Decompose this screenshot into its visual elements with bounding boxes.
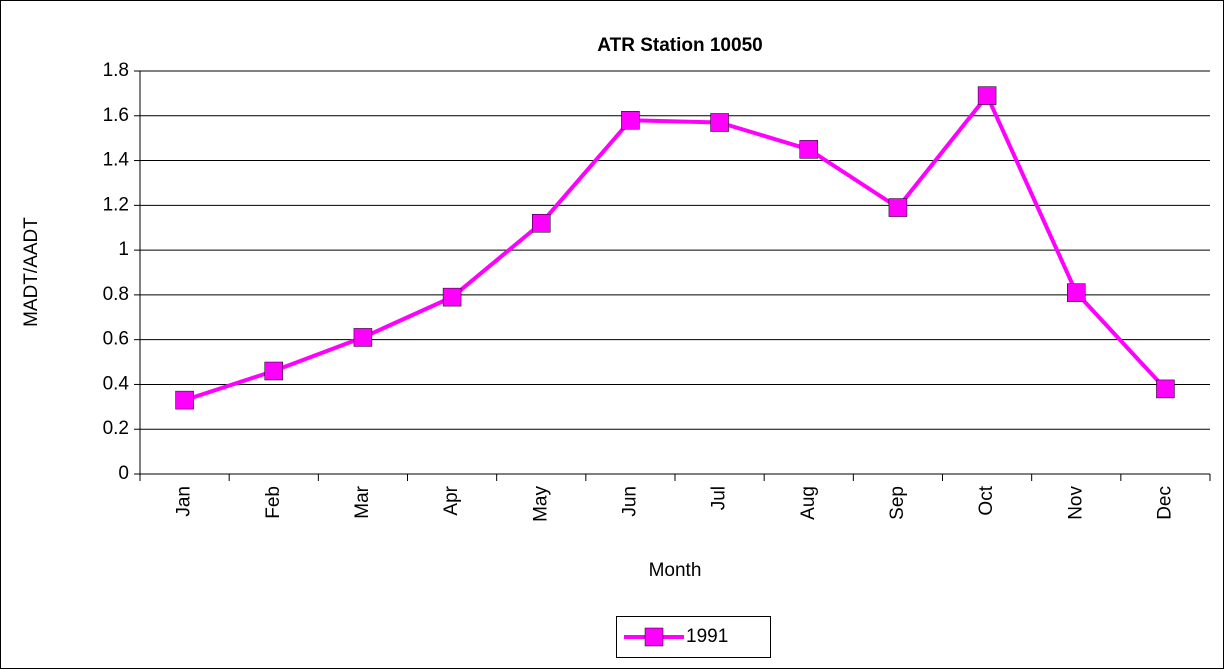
x-tick-label: Apr — [441, 485, 462, 515]
x-tick-label: Feb — [263, 486, 284, 519]
marker — [621, 111, 640, 130]
y-tick-label: 0 — [118, 463, 129, 484]
x-tick-label: Jul — [709, 486, 730, 510]
x-tick-label: May — [530, 486, 551, 522]
x-axis-label: Month — [649, 560, 702, 581]
y-tick-label: 0.2 — [103, 418, 129, 439]
y-axis-label: MADT/AADT — [21, 217, 42, 327]
marker — [1156, 379, 1175, 399]
marker — [264, 361, 283, 381]
marker — [442, 287, 462, 307]
y-tick-label: 1.6 — [103, 105, 129, 126]
legend-marker — [644, 627, 664, 647]
y-tick-label: 0.6 — [103, 329, 129, 350]
x-tick-label: Oct — [976, 485, 997, 515]
x-tick-label: Jan — [174, 486, 195, 517]
y-tick-label: 1.2 — [103, 194, 129, 215]
y-tick-label: 0.4 — [103, 373, 130, 394]
chart-title: ATR Station 10050 — [597, 35, 762, 56]
x-tick-label: Nov — [1065, 486, 1086, 520]
marker — [175, 390, 194, 410]
y-tick-label: 1.4 — [103, 150, 130, 171]
marker — [888, 198, 908, 217]
marker — [1067, 283, 1086, 302]
marker — [532, 213, 551, 233]
x-tick-label: Aug — [798, 486, 819, 520]
legend-label: 1991 — [686, 626, 728, 647]
x-tick-label: Dec — [1154, 486, 1175, 520]
y-tick-label: 1.8 — [103, 60, 129, 81]
marker — [799, 140, 818, 159]
x-tick-label: Jun — [619, 486, 640, 517]
y-tick-label: 1 — [118, 239, 129, 260]
marker — [977, 86, 997, 105]
marker — [710, 113, 729, 132]
x-tick-label: Mar — [352, 485, 373, 518]
marker — [353, 328, 373, 347]
series-line — [183, 91, 1167, 403]
x-tick-label: Sep — [887, 486, 908, 520]
y-tick-label: 0.8 — [103, 284, 129, 305]
